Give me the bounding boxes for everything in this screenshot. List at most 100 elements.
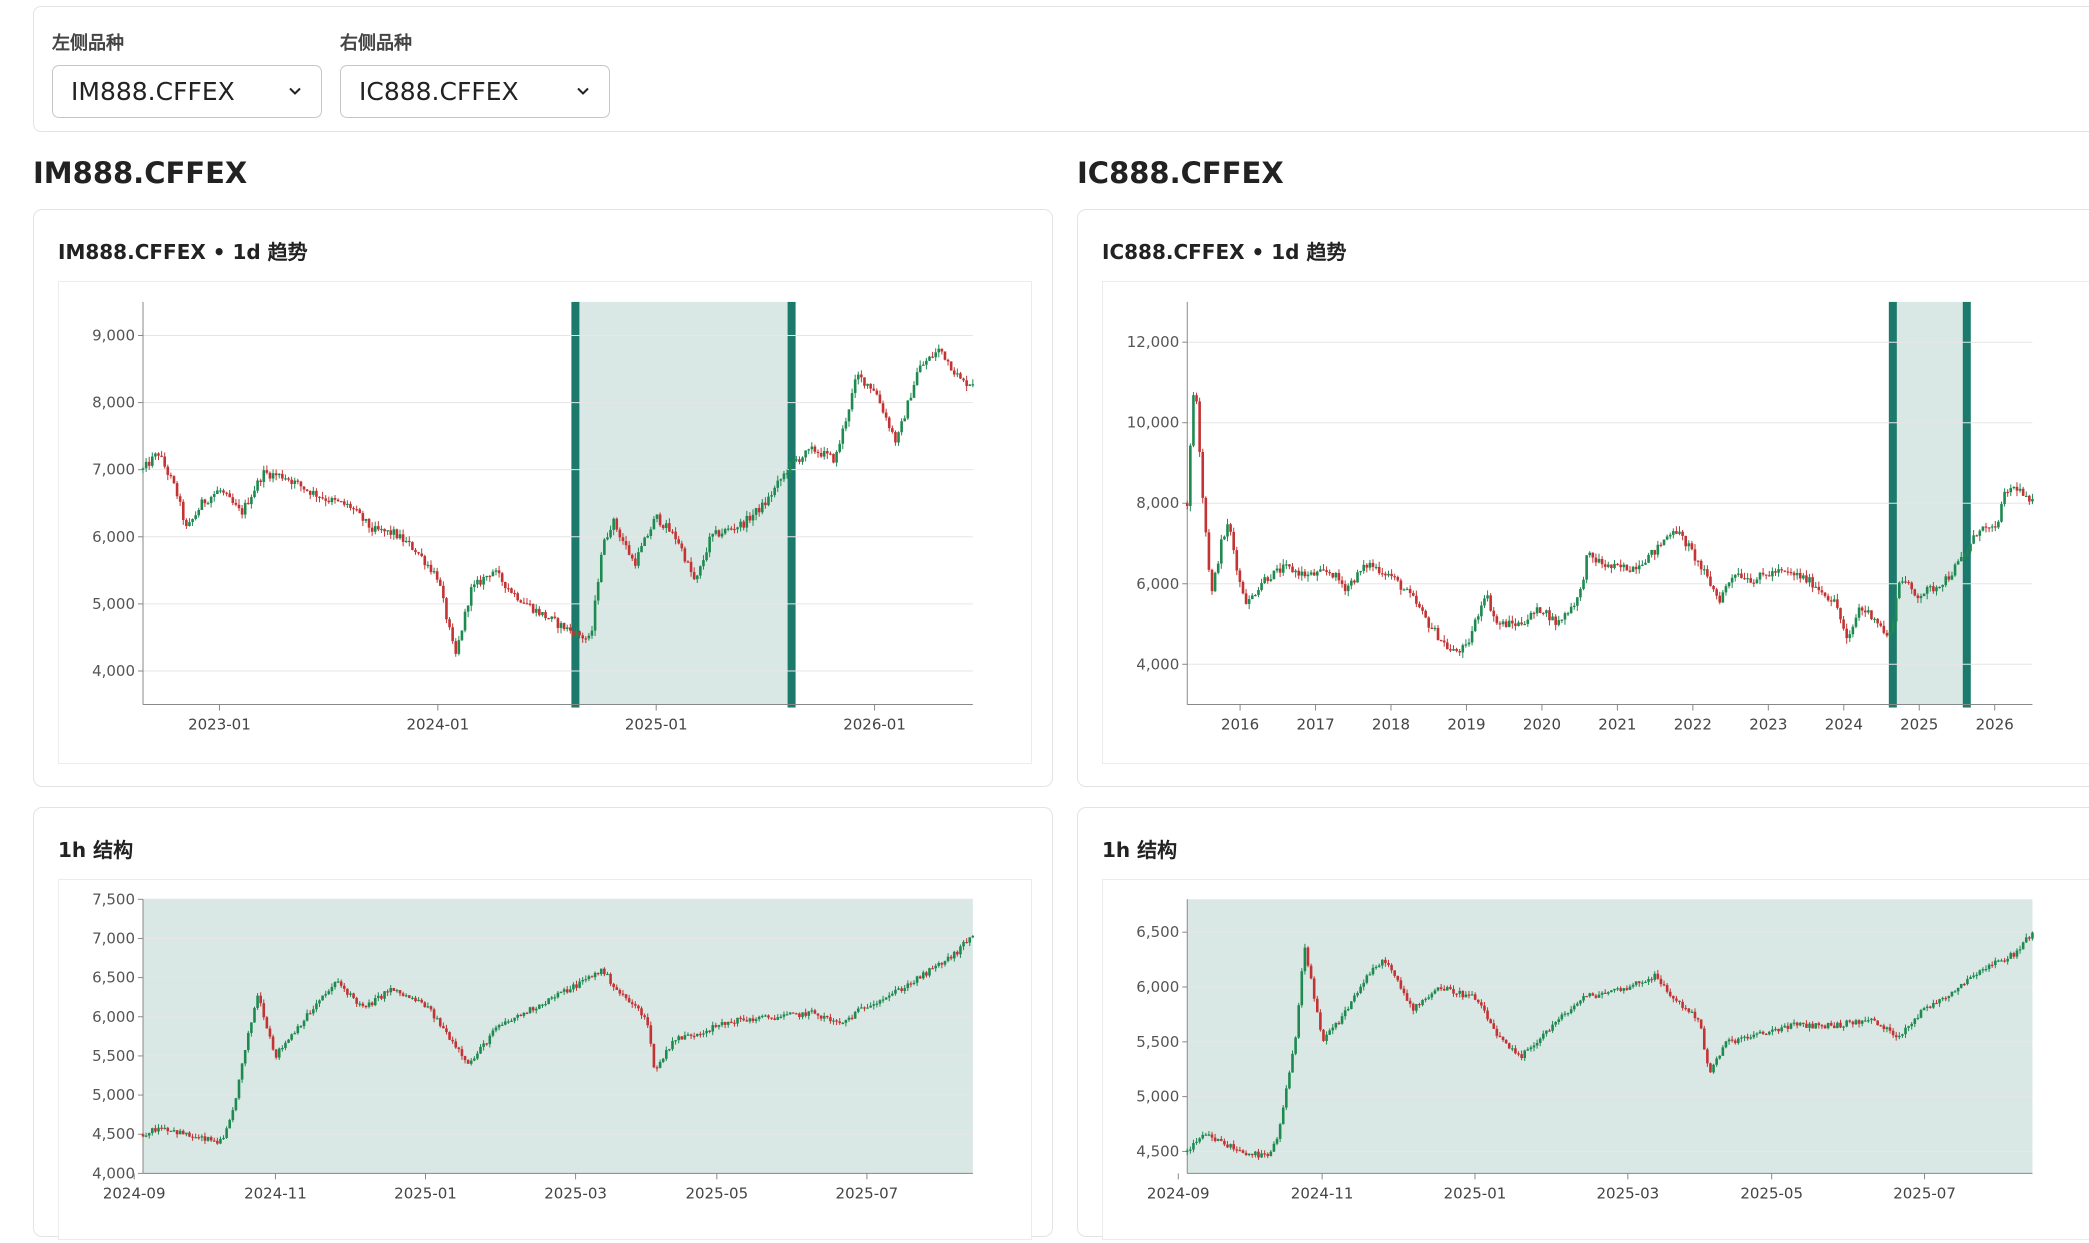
candle-down [265,1017,269,1029]
candle-down [1628,570,1632,572]
candle-up [612,518,615,530]
left-symbol-value: IM888.CFFEX [71,77,235,106]
candle-down [949,361,953,371]
candle-down [940,348,944,352]
candle-up [380,528,383,531]
candle-down [1699,1019,1703,1029]
left-symbol-select[interactable]: IM888.CFFEX [52,65,322,118]
candle-down [525,1012,529,1015]
y-tick-label: 4,000 [92,662,135,680]
candle-down [618,990,622,994]
candle-down [1653,550,1657,555]
candle-up [646,535,650,538]
candle-up [736,527,739,530]
candle-down [674,531,677,540]
candle-up [2015,950,2019,957]
candle-down [522,602,526,604]
candle-up [1464,644,1468,646]
candle-down [1876,1020,1879,1026]
candle-down [1733,1040,1737,1044]
candle-down [1396,577,1400,581]
candle-down [1709,1063,1712,1073]
candle-down [346,988,349,995]
candle-up [856,374,860,380]
candle-up [1922,1008,1926,1011]
candle-down [1702,1028,1706,1050]
candle-up [1473,619,1477,632]
candle-up [404,995,408,997]
candle-down [655,1067,659,1069]
candle-up [853,379,857,394]
candle-up [1721,592,1725,603]
candle-up [779,1016,783,1018]
candle-up [1755,579,1759,584]
candle-up [1851,626,1855,635]
candle-up [810,446,814,450]
candle-down [141,1134,145,1137]
candle-up [503,1021,507,1025]
candle-up [315,1003,318,1010]
candle-down [463,1056,467,1061]
candle-up [1576,597,1579,606]
candle-down [829,1017,832,1022]
candle-down [1752,582,1756,584]
x-tick-label: 2020 [1523,716,1561,734]
candle-down [708,1030,711,1032]
candle-down [2028,937,2031,939]
candle-down [795,1013,798,1015]
candle-down [1975,535,1979,537]
candle-down [1656,973,1660,979]
candle-up [1526,1049,1530,1051]
candle-down [1829,600,1833,602]
candle-down [513,592,516,595]
candle-down [1238,570,1242,583]
candle-up [1579,1000,1582,1004]
candle-down [488,575,492,578]
candle-down [1504,621,1508,627]
candle-up [900,421,903,433]
candle-down [773,1018,776,1020]
candle-up [432,571,436,573]
candle-down [516,593,519,601]
left-daily-chart[interactable]: 4,000 5,000 6,000 7,000 8,000 9,000 2023-01 202… [59,282,1031,763]
candle-up [1755,1033,1759,1035]
candle-up [1953,564,1957,576]
candle-down [1687,1008,1691,1012]
candle-down [1436,627,1440,641]
candle-up [1733,574,1737,578]
candle-down [1817,586,1821,591]
candle-up [745,515,749,528]
candle-up [1207,1134,1211,1136]
candle-up [891,993,894,996]
left-hourly-chart[interactable]: 4,000 4,500 5,000 5,500 6,000 6,500 7,000 7,500… [59,880,1031,1239]
candle-up [1566,613,1570,615]
candle-down [627,998,631,1003]
candle-down [1303,571,1307,577]
candle-up [785,1014,789,1016]
candle-up [757,1016,761,1020]
candle-down [438,579,442,586]
candle-down [1439,640,1443,642]
candle-up [1275,568,1279,571]
right-symbol-select[interactable]: IC888.CFFEX [340,65,610,118]
candle-down [1699,560,1703,570]
candle-down [361,1003,365,1006]
candle-down [572,630,575,637]
candle-up [1346,585,1350,592]
candle-up [516,1014,519,1018]
candle-up [1631,984,1635,987]
candle-down [212,1140,216,1142]
candle-down [1235,550,1239,571]
candle-down [1322,1029,1325,1041]
candle-down [1238,1150,1242,1152]
candle-up [1356,572,1359,583]
right-daily-chart[interactable]: 4,000 6,000 8,000 10,000 12,000 2016 2017 2018 2… [1103,282,2089,763]
candle-up [327,991,331,995]
candle-up [1792,1022,1796,1024]
candle-up [1737,1038,1740,1044]
candle-up [559,991,563,993]
right-hourly-chart[interactable]: 4,500 5,000 5,500 6,000 6,500 2024-09 2024-11 2… [1103,880,2089,1239]
candle-up [1975,974,1979,977]
candle-up [1607,992,1610,994]
candle-up [934,965,937,969]
